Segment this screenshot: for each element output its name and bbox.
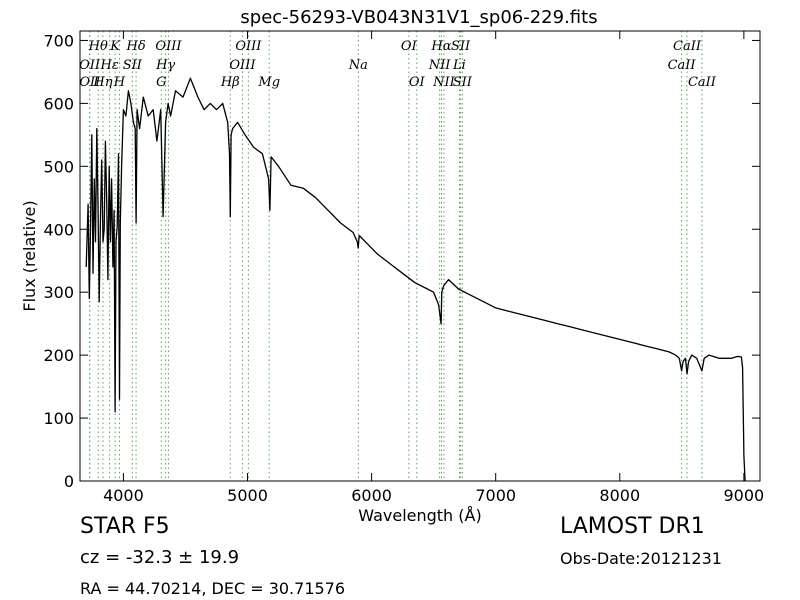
y-tick-label: 500 [43,157,74,176]
spectral-line-label: NII [432,75,456,90]
spectral-line-label: H [113,75,126,90]
spectral-line-label: OIII [229,58,256,73]
spectrum-line [85,77,746,482]
y-axis-label: Flux (relative) [20,200,39,311]
y-tick-label: 200 [43,346,74,365]
spectral-line-label: NII [428,58,452,73]
spectrum-series [85,77,746,482]
y-tick-label: 100 [43,409,74,428]
spectral-line-label: OII [79,58,101,73]
spectral-line-label: CaII [668,58,697,73]
spectral-line-label: Hε [99,58,118,73]
survey-name: LAMOST DR1 [560,514,705,539]
observation-date: Obs-Date:20121231 [560,549,722,568]
spectral-line-label: Hα [430,39,451,54]
spectral-line-label: Hθ [88,39,108,54]
spectral-line-label: SII [451,39,471,54]
plot-frame [79,30,761,482]
x-tick-label: 4000 [103,486,144,505]
spectral-line-label: SII [453,75,473,90]
spectral-line-label: Hδ [126,39,146,54]
spectral-line-label: OII [79,75,101,90]
spectral-line-label: Mg [257,75,280,90]
y-tick-label: 400 [43,220,74,239]
x-tick-label: 6000 [351,486,392,505]
spectral-line-label: OIII [235,39,262,54]
object-class: STAR F5 [80,514,170,539]
y-tick-label: 300 [43,283,74,302]
x-tick-label: 7000 [475,486,516,505]
y-tick-label: 700 [43,31,74,50]
spectral-line-label: OI [409,75,426,90]
y-axis-ticks: 0 100 200 300 400 500 600 700 [43,31,760,491]
spectral-line-label: Hη [92,75,112,90]
x-tick-label: 5000 [227,486,268,505]
spectral-line-label: OIII [155,39,182,54]
spectral-line-label: Hγ [155,58,175,73]
spectral-line-markers [89,31,703,481]
spectral-line-label: G [156,75,166,90]
y-tick-label: 600 [43,94,74,113]
spectral-line-label: Li [452,58,466,73]
x-axis-label: Wavelength (Å) [358,506,481,525]
chart-title: spec-56293-VB043N31V1_sp06-229.fits [240,7,597,28]
spectral-line-label: SII [123,58,143,73]
spectral-line-label: OI [401,39,418,54]
y-tick-label: 0 [64,472,74,491]
redshift-value: cz = -32.3 ± 19.9 [80,547,240,568]
coordinates: RA = 44.70214, DEC = 30.71576 [80,579,346,598]
spectral-line-label: Hβ [220,75,240,90]
x-tick-label: 9000 [724,486,765,505]
spectral-line-label: K [109,39,121,54]
spectral-line-label: CaII [673,39,702,54]
x-tick-label: 8000 [599,486,640,505]
x-axis-ticks: 4000 5000 6000 7000 8000 9000 [103,31,764,505]
spectral-line-label: CaII [688,75,717,90]
spectral-line-label: Na [348,58,368,73]
